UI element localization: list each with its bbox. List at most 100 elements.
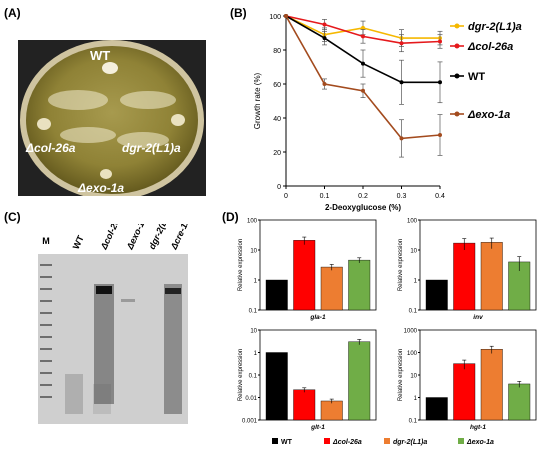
- plate-label-col26a: Δcol-26a: [25, 141, 76, 155]
- lane-label: M: [42, 236, 50, 246]
- y-tick-label: 10: [410, 249, 417, 255]
- x-axis-title: 2-Deoxyglucose (%): [325, 203, 401, 212]
- expression-chart: 0.1 1 10 100 Relative expression inv: [398, 219, 537, 321]
- marker-band: [40, 300, 52, 302]
- x-tick-label: 0: [284, 193, 288, 200]
- expression-bar: [348, 341, 371, 421]
- expression-bar: [348, 259, 371, 311]
- y-tick-label: 60: [273, 82, 281, 89]
- data-point: [322, 36, 327, 41]
- marker-band: [40, 264, 52, 266]
- y-tick-label: 0.1: [409, 309, 418, 315]
- data-point: [438, 80, 442, 85]
- data-point: [284, 14, 288, 18]
- y-tick-label: 0.1: [249, 374, 258, 380]
- legend-label: Δcol-26a: [332, 439, 362, 446]
- expression-bar: [320, 400, 343, 421]
- legend-swatch: [384, 438, 390, 444]
- plate-label-exo1a: Δexo-1a: [77, 181, 124, 195]
- gene-label: inv: [473, 314, 483, 321]
- marker-band: [40, 312, 52, 314]
- panel-a-label: (A): [4, 6, 21, 20]
- y-tick-label: 40: [273, 116, 281, 123]
- x-tick-label: 0.3: [397, 193, 407, 200]
- x-tick-label: 0.1: [320, 193, 330, 200]
- legend-label: WT: [281, 439, 293, 446]
- y-tick-label: 100: [407, 219, 418, 225]
- y-tick-label: 0.1: [409, 419, 418, 425]
- agar-surface: [26, 46, 198, 194]
- panel-b-label: (B): [230, 6, 247, 20]
- x-tick-label: 0.4: [435, 193, 445, 200]
- y-tick-label: 10: [410, 374, 417, 380]
- data-point: [399, 136, 404, 141]
- expression-chart: 0.1 1 10 100 1000 Relative expression hgt-1: [398, 329, 537, 431]
- y-tick-label: 10: [250, 249, 257, 255]
- marker-band: [40, 360, 52, 362]
- data-point: [361, 34, 365, 39]
- marker-band: [40, 288, 52, 290]
- expression-bar: [508, 383, 531, 421]
- y-axis-title: Growth rate (%): [253, 72, 262, 129]
- legend-marker: [454, 43, 460, 49]
- lane-label: WT: [71, 233, 86, 250]
- expression-bar: [320, 266, 343, 311]
- marker-band: [40, 348, 52, 350]
- growth-rate-chart: 0 20 40 60 80 100 0 0.1 0.2 0.3 0.4 2-Deoxyglucose …: [253, 14, 522, 212]
- colony-dgr2: [171, 114, 185, 126]
- x-tick-label: 0.2: [358, 193, 368, 200]
- expression-bar: [480, 349, 503, 421]
- y-tick-label: 1: [414, 279, 418, 285]
- panel-d-label: (D): [222, 210, 239, 224]
- y-tick-label: 100: [269, 14, 281, 21]
- plate-label-dgr2: dgr-2(L1)a: [122, 141, 181, 155]
- plate-label-wt: WT: [90, 48, 110, 63]
- plot-frame: [259, 219, 377, 311]
- expression-bar: [453, 363, 476, 421]
- legend-label: dgr-2(L1)a: [468, 21, 522, 33]
- legend-label: Δexo-1a: [466, 439, 494, 446]
- marker-band: [40, 276, 52, 278]
- plot-frame: [419, 219, 537, 311]
- y-axis-title: Relative expression: [398, 239, 404, 291]
- legend-label: dgr-2(L1)a: [393, 439, 427, 446]
- y-tick-label: 0.1: [249, 309, 258, 315]
- lane-label: Δcol-26a: [98, 224, 123, 252]
- dgr2-lane-band: [121, 299, 135, 302]
- marker-band: [40, 324, 52, 326]
- legend-swatch: [324, 438, 330, 444]
- cre1a-lane-smear: [164, 284, 182, 414]
- legend-marker: [454, 23, 460, 29]
- colony-exo1a: [100, 169, 112, 179]
- y-tick-label: 0.001: [242, 419, 258, 425]
- marker-band: [40, 396, 52, 398]
- marker-band: [40, 336, 52, 338]
- panel-c-label: (C): [4, 210, 21, 224]
- y-axis-title: Relative expression: [238, 349, 244, 401]
- y-tick-label: 20: [273, 150, 281, 157]
- data-point: [361, 25, 365, 30]
- expression-bar: [453, 242, 476, 311]
- y-tick-label: 1: [254, 351, 258, 357]
- expression-bar: [293, 389, 316, 421]
- y-axis-title: Relative expression: [398, 349, 404, 401]
- data-point: [438, 39, 442, 44]
- lane-label: Δcre-1a: [168, 224, 191, 252]
- gene-label: gla-1: [309, 314, 326, 321]
- data-point: [361, 61, 365, 66]
- gene-label: hgt-1: [470, 424, 486, 431]
- y-tick-label: 10: [250, 329, 257, 335]
- wt-lane-smear: [65, 374, 83, 414]
- expression-bar: [293, 240, 316, 311]
- data-point: [322, 82, 327, 86]
- colony-wt: [102, 62, 118, 74]
- marker-band: [40, 384, 52, 386]
- y-tick-label: 100: [407, 351, 418, 357]
- legend-swatch: [272, 438, 278, 444]
- legend-label: Δexo-1a: [467, 109, 510, 121]
- y-tick-label: 0: [277, 184, 281, 191]
- cre1a-lane-band: [165, 288, 181, 294]
- y-tick-label: 1: [414, 396, 418, 402]
